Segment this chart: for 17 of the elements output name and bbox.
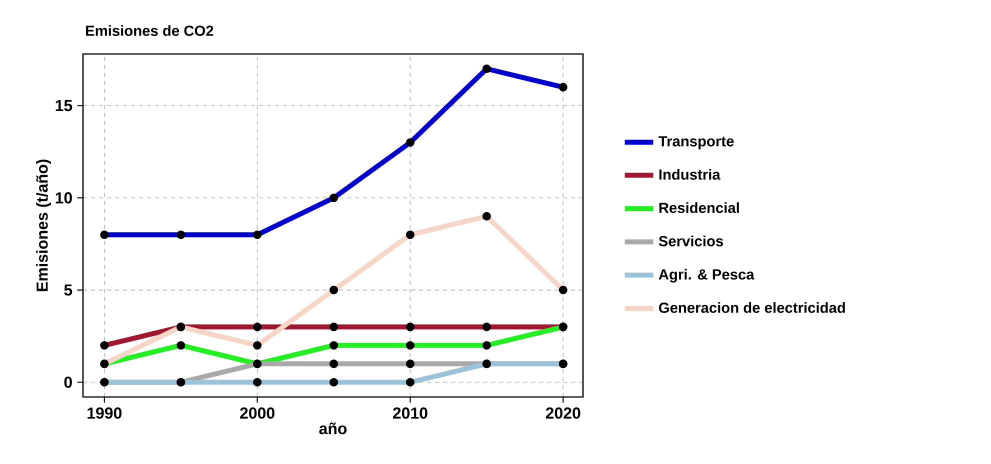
legend-label: Industria [659, 168, 720, 180]
x-tick-label: 1990 [88, 407, 122, 419]
legend-label: Generacion de electricidad [659, 302, 845, 313]
y-tick-label: 0 [64, 376, 72, 388]
x-axis-title: año [319, 422, 347, 434]
y-tick-label: 10 [56, 192, 72, 204]
chart-title: Emisiones de CO2 [86, 25, 214, 36]
legend-label: Agri. & Pesca [658, 268, 754, 283]
y-tick-label: 15 [56, 100, 72, 112]
x-tick-label: 2020 [546, 407, 580, 419]
x-tick-label: 2000 [240, 407, 274, 419]
legend-label: Transporte [658, 136, 734, 150]
legend-label: Servicios [658, 236, 724, 246]
x-tick-label: 2010 [392, 407, 428, 419]
legend-label: Residencial [659, 202, 739, 214]
y-tick-label: 5 [64, 284, 72, 296]
y-axis-title: Emisiones (t/año) [36, 160, 51, 292]
